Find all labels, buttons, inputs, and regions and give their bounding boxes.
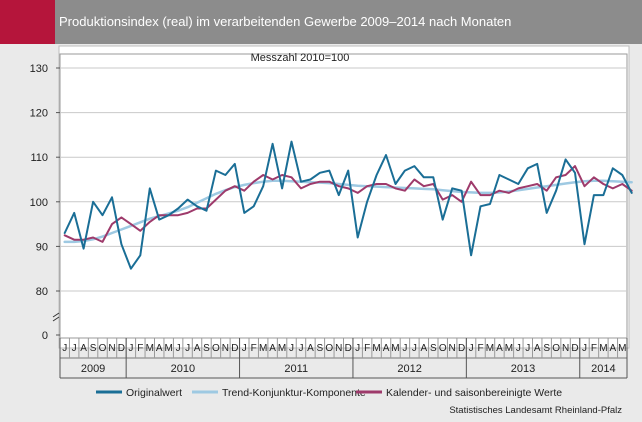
x-month-label: J	[412, 343, 417, 354]
x-month-label: D	[345, 343, 352, 354]
x-month-label: A	[307, 343, 314, 354]
x-month-label: A	[383, 343, 390, 354]
legend-label-trend-konjunktur-komponente: Trend-Konjunktur-Komponente	[222, 387, 366, 399]
x-month-label: O	[325, 343, 333, 354]
x-month-label: M	[505, 343, 513, 354]
x-month-label: M	[146, 343, 154, 354]
legend: Originalwert Trend-Konjunktur-Komponente K…	[96, 387, 562, 399]
x-month-label: N	[562, 343, 569, 354]
x-month-label: M	[618, 343, 626, 354]
x-month-label: F	[477, 343, 483, 354]
x-month-label: J	[469, 343, 474, 354]
x-month-label: D	[458, 343, 465, 354]
x-month-label: F	[591, 343, 597, 354]
y-tick-label-90: 90	[36, 241, 48, 253]
y-tick-label-80: 80	[36, 286, 48, 298]
x-month-label: F	[364, 343, 370, 354]
x-month-label: J	[298, 343, 303, 354]
x-month-label: A	[80, 343, 87, 354]
x-month-label: N	[335, 343, 342, 354]
x-year-label-2010: 2010	[171, 363, 195, 375]
x-month-label: J	[402, 343, 407, 354]
x-month-label: J	[516, 343, 521, 354]
series-line-kalender-und-saisonbereinigte-werte	[63, 165, 633, 243]
y-tick-label-0: 0	[42, 330, 48, 342]
x-month-label: O	[552, 343, 560, 354]
x-month-label: M	[372, 343, 380, 354]
x-month-label: A	[269, 343, 276, 354]
x-month-label: A	[194, 343, 201, 354]
x-month-label: M	[391, 343, 399, 354]
x-month-label: A	[496, 343, 503, 354]
y-tick-label-110: 110	[30, 152, 48, 164]
x-month-label: O	[99, 343, 107, 354]
y-tick-label-100: 100	[30, 197, 48, 209]
x-month-label: J	[185, 343, 190, 354]
x-month-label: J	[176, 343, 181, 354]
x-month-label: N	[108, 343, 115, 354]
x-month-label: F	[137, 343, 143, 354]
x-month-label: M	[259, 343, 267, 354]
x-month-label: A	[420, 343, 427, 354]
x-month-label: D	[118, 343, 125, 354]
x-month-label: A	[156, 343, 163, 354]
x-month-label: N	[222, 343, 229, 354]
chart-title: Produktionsindex (real) im verarbeitende…	[59, 14, 512, 29]
x-year-label-2009: 2009	[81, 363, 105, 375]
y-axis: 0 80 90 100 110 120 130	[30, 63, 60, 342]
x-month-label: S	[317, 343, 324, 354]
x-year-label-2012: 2012	[397, 363, 421, 375]
x-month-label: A	[534, 343, 541, 354]
x-month-label: M	[278, 343, 286, 354]
x-month-label: S	[90, 343, 97, 354]
legend-label-originalwert: Originalwert	[126, 387, 182, 399]
x-month-label: O	[212, 343, 220, 354]
x-month-label: S	[203, 343, 210, 354]
title-bar: Produktionsindex (real) im verarbeitende…	[0, 0, 642, 44]
y-tick-label-120: 120	[30, 108, 48, 120]
axis-break-marker	[52, 312, 60, 322]
x-month-label: M	[165, 343, 173, 354]
x-month-label: J	[62, 343, 67, 354]
x-month-label: S	[430, 343, 437, 354]
x-month-label: A	[609, 343, 616, 354]
x-month-label: J	[128, 343, 133, 354]
x-year-label-2011: 2011	[284, 363, 308, 375]
x-month-label: J	[242, 343, 247, 354]
x-month-label: F	[251, 343, 257, 354]
x-month-label: J	[525, 343, 530, 354]
x-month-label: J	[582, 343, 587, 354]
legend-label-kalender-und-saisonbereinigte-werte: Kalender- und saisonbereinigte Werte	[386, 387, 562, 399]
x-month-label: N	[449, 343, 456, 354]
x-month-label: M	[486, 343, 494, 354]
x-month-label: O	[439, 343, 447, 354]
x-month-label: J	[289, 343, 294, 354]
series-lines	[63, 140, 633, 270]
brand-accent	[0, 0, 55, 44]
chart-subtitle: Messzahl 2010=100	[251, 52, 350, 64]
x-month-label: J	[355, 343, 360, 354]
x-month-label: M	[599, 343, 607, 354]
source-note: Statistisches Landesamt Rheinland-Pfalz	[449, 405, 622, 416]
x-year-label-2013: 2013	[511, 363, 535, 375]
y-tick-label-130: 130	[30, 63, 48, 75]
x-month-label: D	[571, 343, 578, 354]
x-month-label: D	[231, 343, 238, 354]
x-month-label: S	[543, 343, 550, 354]
plot-area	[59, 53, 628, 339]
x-year-label-2014: 2014	[591, 363, 615, 375]
series-line-originalwert	[63, 140, 633, 270]
x-month-label: J	[72, 343, 77, 354]
